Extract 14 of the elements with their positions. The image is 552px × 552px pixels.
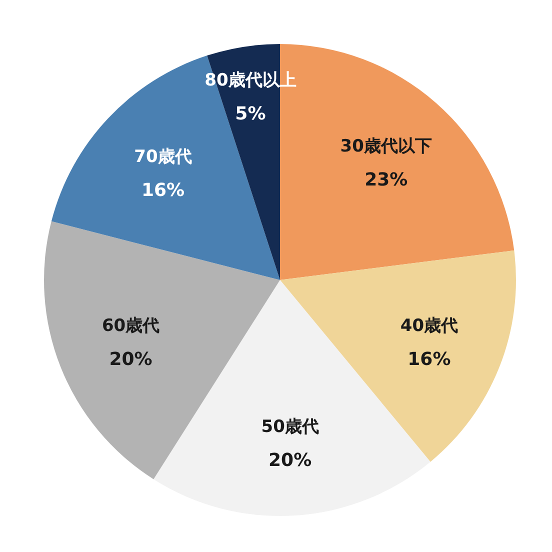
data-label: 23% [364,170,408,191]
slice-label: 40歳代 [400,316,458,336]
pie-slice [280,44,514,280]
data-label: 20% [109,349,152,370]
slice-label: 60歳代 [102,316,160,336]
slice-label: 30歳代以下 [340,136,432,157]
slice-label: 50歳代 [261,417,319,438]
pie-slice [207,44,280,280]
data-label: 20% [268,450,312,472]
data-label: 16% [141,180,185,202]
data-label: 5% [235,104,266,125]
pie-slice [51,56,280,280]
slice-label: 70歳代 [134,147,192,168]
data-label: 16% [408,349,451,370]
